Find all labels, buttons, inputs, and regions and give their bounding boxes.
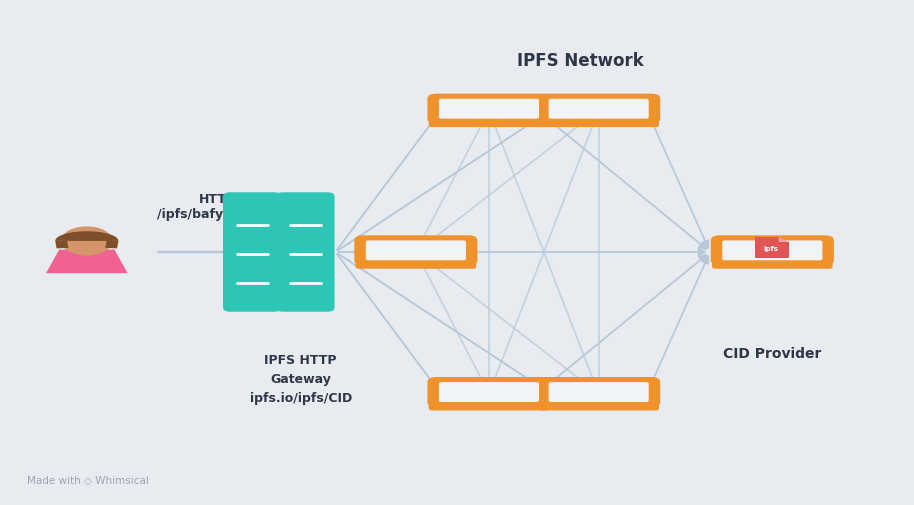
Text: HTTP
/ipfs/bafy...hmfm: HTTP /ipfs/bafy...hmfm [157,193,277,221]
FancyBboxPatch shape [538,400,659,411]
Polygon shape [46,250,128,274]
FancyBboxPatch shape [439,382,539,402]
Text: IPFS Network: IPFS Network [517,52,643,70]
FancyBboxPatch shape [429,400,549,411]
Circle shape [62,228,112,255]
Text: IPFS HTTP
Gateway
ipfs.io/ipfs/CID: IPFS HTTP Gateway ipfs.io/ipfs/CID [250,354,352,405]
FancyBboxPatch shape [537,94,660,124]
FancyBboxPatch shape [537,377,660,407]
FancyBboxPatch shape [779,243,790,259]
FancyBboxPatch shape [366,241,466,261]
FancyBboxPatch shape [428,377,550,407]
FancyBboxPatch shape [722,241,823,261]
FancyBboxPatch shape [711,236,834,266]
FancyBboxPatch shape [538,118,659,128]
FancyBboxPatch shape [356,259,476,269]
FancyBboxPatch shape [583,122,615,127]
Polygon shape [55,241,69,249]
FancyBboxPatch shape [548,382,649,402]
Polygon shape [779,238,790,243]
Polygon shape [105,241,119,249]
FancyBboxPatch shape [548,99,649,119]
FancyBboxPatch shape [473,405,505,410]
FancyBboxPatch shape [355,236,477,266]
FancyBboxPatch shape [276,193,335,312]
FancyBboxPatch shape [473,122,505,127]
Text: ipfs: ipfs [763,245,778,251]
FancyBboxPatch shape [400,263,431,268]
Text: Made with ◇ Whimsical: Made with ◇ Whimsical [27,475,149,485]
Text: CID Provider: CID Provider [723,346,822,360]
FancyBboxPatch shape [583,405,615,410]
FancyBboxPatch shape [429,118,549,128]
FancyBboxPatch shape [223,193,282,312]
Circle shape [75,242,99,256]
FancyBboxPatch shape [755,238,779,259]
FancyBboxPatch shape [712,259,833,269]
FancyBboxPatch shape [757,263,788,268]
Polygon shape [55,232,119,241]
Text: bafy...hmfm: bafy...hmfm [737,258,808,268]
FancyBboxPatch shape [428,94,550,124]
FancyBboxPatch shape [439,99,539,119]
